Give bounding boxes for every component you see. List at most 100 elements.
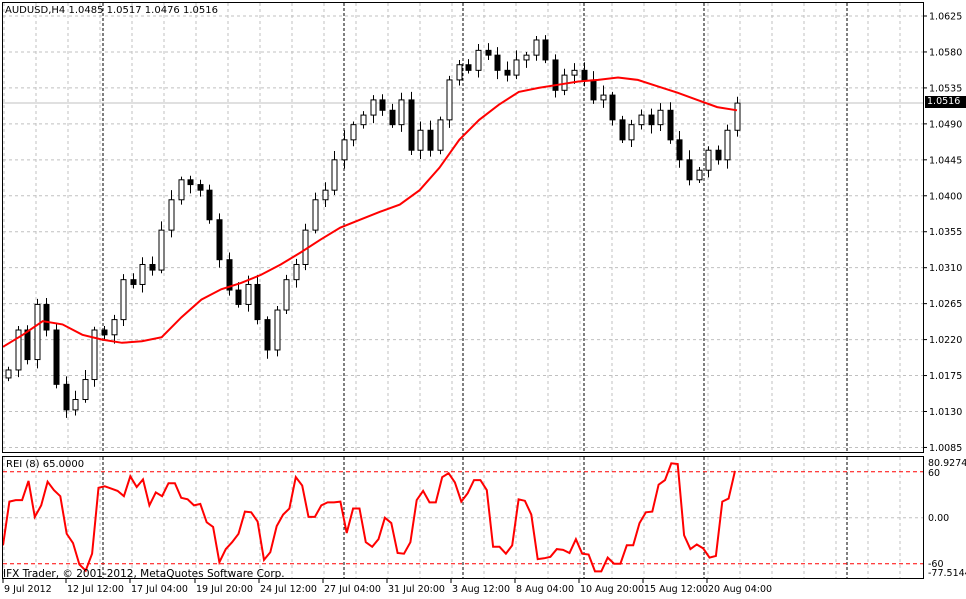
candle-body-bull: [139, 263, 146, 285]
candle: [379, 94, 386, 116]
price-tick-label: 1.0355: [929, 227, 962, 238]
candle-body-bear: [581, 69, 588, 81]
time-tick-label: 15 Aug 12:00: [644, 584, 708, 595]
time-axis: 9 Jul 2012 12 Jul 12:00 17 Jul 04:00 19 Jul…: [2, 579, 772, 595]
candle-body-bull: [523, 54, 530, 61]
candle: [456, 59, 463, 86]
price-tick-label: 1.0580: [929, 47, 962, 58]
candle-body-bull: [82, 379, 89, 401]
rei-axis-min: -77.5144: [928, 568, 966, 579]
candle: [312, 192, 319, 234]
candle-body-bull: [331, 159, 338, 191]
candle-body-bull: [628, 124, 635, 141]
candle: [571, 63, 578, 84]
candle-body-bear: [686, 159, 693, 181]
candle: [293, 258, 300, 288]
candle-body-bull: [475, 49, 482, 71]
candle: [331, 151, 338, 195]
time-tick-label: 3 Aug 12:00: [452, 584, 510, 595]
candle: [389, 103, 396, 128]
candle-body-bear: [715, 149, 722, 161]
candle: [322, 182, 329, 207]
candle-body-bear: [542, 39, 549, 61]
candle: [686, 150, 693, 186]
candle: [523, 51, 530, 68]
price-tick-label: 1.0265: [929, 299, 962, 310]
candle: [206, 184, 213, 224]
candle-body-bear: [149, 263, 156, 271]
candle-body-bull: [571, 69, 578, 76]
candle-body-bull: [72, 399, 79, 411]
price-tick-label: 1.0220: [929, 335, 962, 346]
candle-body-bear: [552, 59, 559, 91]
candle: [542, 35, 549, 64]
candle-body-bull: [456, 64, 463, 81]
candle: [628, 119, 635, 148]
candle: [149, 256, 156, 276]
candle-body-bear: [206, 189, 213, 221]
candle-body-bear: [485, 49, 492, 56]
time-tick-label: 20 Aug 04:00: [708, 584, 772, 595]
candle-body-bull: [360, 114, 367, 126]
candle-body-bull: [734, 102, 741, 131]
candle: [168, 190, 175, 238]
candle-body-bear: [676, 139, 683, 161]
candle-body-bull: [350, 124, 357, 141]
time-tick-label: 10 Aug 20:00: [580, 584, 644, 595]
rei-axis-minus60: -60: [928, 559, 944, 570]
candle-body-bear: [43, 303, 50, 331]
candle-body-bull: [312, 199, 319, 231]
candle: [638, 109, 645, 130]
candle-body-bear: [130, 279, 137, 285]
candle-body-bull: [600, 94, 607, 101]
candle-body-bear: [619, 119, 626, 141]
candle: [197, 179, 204, 197]
candle: [53, 322, 60, 389]
price-tick-label: 1.0535: [929, 83, 962, 94]
rei-axis-0: 0.00: [928, 513, 949, 524]
rei-axis-60: 60: [928, 468, 940, 479]
candle: [120, 274, 127, 327]
candle: [341, 130, 348, 169]
candle-body-bear: [427, 129, 434, 151]
candle-body-bear: [24, 329, 31, 361]
candle: [696, 167, 703, 183]
candle-body-bull: [274, 309, 281, 351]
candle-body-bear: [609, 94, 616, 121]
main-panel-frame: [2, 2, 924, 453]
candle-body-bull: [417, 129, 424, 151]
candle-body-bear: [101, 329, 108, 336]
candle-body-bear: [667, 109, 674, 141]
candle: [734, 96, 741, 137]
candle: [561, 68, 568, 96]
candle: [581, 62, 588, 87]
price-tick-label: 1.0130: [929, 407, 962, 418]
indicator-levels: [3, 471, 923, 565]
copyright-text: IFX Trader, © 2001-2012, MetaQuotes Soft…: [3, 568, 285, 580]
candle-body-bear: [408, 99, 415, 151]
candle-body-bull: [657, 109, 664, 126]
candle: [417, 121, 424, 160]
candle: [178, 176, 185, 205]
candle-body-bull: [245, 283, 252, 305]
candle-body-bear: [254, 283, 261, 321]
candle: [609, 91, 616, 126]
candle: [216, 213, 223, 268]
rei-line: [2, 462, 736, 573]
candle: [619, 115, 626, 144]
candle: [705, 146, 712, 178]
indicator-panel-frame: [2, 456, 924, 579]
candle: [715, 145, 722, 165]
candle: [513, 50, 520, 80]
candle-body-bull: [533, 39, 540, 56]
candle: [226, 252, 233, 296]
time-tick-label: 17 Jul 04:00: [131, 584, 188, 595]
candle: [264, 316, 271, 359]
candle-body-bull: [398, 99, 405, 126]
candle-body-bear: [197, 184, 204, 191]
candle: [139, 257, 146, 293]
indicator-axis: 80.9274 60 0.00 -60 -77.5144: [928, 458, 966, 579]
candle: [91, 326, 98, 387]
candle-body-bull: [91, 329, 98, 381]
